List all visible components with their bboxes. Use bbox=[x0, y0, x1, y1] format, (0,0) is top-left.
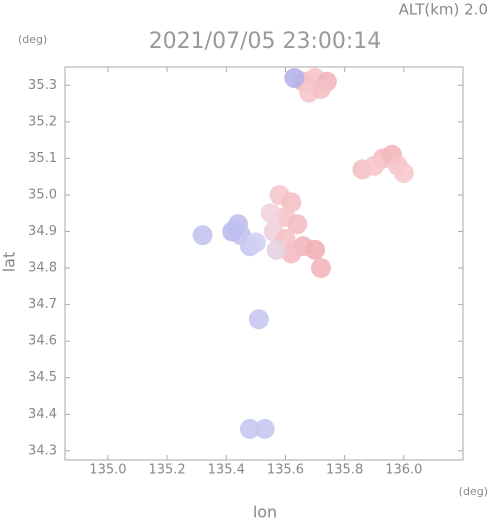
echo-point bbox=[364, 155, 385, 176]
echo-point bbox=[393, 163, 414, 184]
x-tick-label: 135.2 bbox=[148, 463, 185, 478]
echo-point bbox=[239, 418, 260, 439]
x-tick-label: 135.6 bbox=[267, 463, 304, 478]
echo-point bbox=[248, 309, 269, 330]
y-tick-label: 35.2 bbox=[28, 114, 57, 129]
y-tick-label: 34.3 bbox=[28, 443, 57, 458]
y-tick-label: 34.8 bbox=[28, 261, 57, 276]
echo-point bbox=[266, 239, 287, 260]
x-axis-label: lon bbox=[253, 503, 277, 521]
echo-point bbox=[245, 232, 266, 253]
y-tick-label: 34.9 bbox=[28, 224, 57, 239]
y-tick-label: 34.6 bbox=[28, 334, 57, 349]
y-tick-label: 35.3 bbox=[28, 78, 57, 93]
x-tick-label: 135.8 bbox=[326, 463, 363, 478]
echo-point bbox=[228, 214, 249, 235]
x-unit: (deg) bbox=[459, 485, 488, 498]
chart-title: ALT(km) 2.0 bbox=[399, 1, 488, 19]
echo-point bbox=[310, 258, 331, 279]
echo-point bbox=[284, 67, 305, 88]
y-tick-label: 34.7 bbox=[28, 297, 57, 312]
y-tick-label: 34.5 bbox=[28, 370, 57, 385]
y-tick-label: 35.1 bbox=[28, 151, 57, 166]
y-tick-label: 34.4 bbox=[28, 407, 57, 422]
x-tick-label: 135.4 bbox=[208, 463, 245, 478]
echo-point bbox=[260, 203, 281, 224]
echo-point bbox=[305, 239, 326, 260]
echo-point bbox=[192, 225, 213, 246]
chart-subtitle: 2021/07/05 23:00:14 bbox=[149, 29, 382, 54]
echo-point bbox=[287, 214, 308, 235]
x-tick-label: 135.0 bbox=[89, 463, 126, 478]
echo-point bbox=[254, 418, 275, 439]
x-tick-label: 136.0 bbox=[385, 463, 422, 478]
echo-point bbox=[310, 78, 331, 99]
y-unit: (deg) bbox=[18, 33, 47, 46]
y-axis-label: lat bbox=[0, 252, 19, 273]
plot-frame bbox=[64, 66, 464, 461]
y-tick-label: 35.0 bbox=[28, 187, 57, 202]
